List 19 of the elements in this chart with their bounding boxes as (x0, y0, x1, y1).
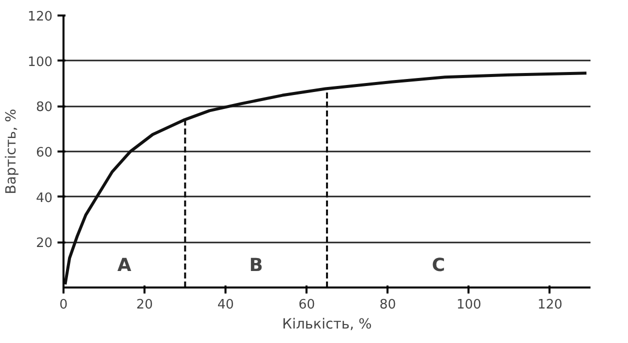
y-tick-label: 20 (36, 236, 53, 252)
x-tick-label: 100 (456, 298, 482, 312)
x-tick-label: 0 (59, 298, 68, 312)
x-tick-label: 20 (136, 298, 153, 312)
y-tick-label: 40 (36, 190, 53, 206)
annotation: A (117, 255, 132, 276)
y-tick-label: 120 (28, 10, 53, 24)
x-tick-label: 60 (298, 298, 316, 312)
x-tick-label: 120 (538, 298, 562, 312)
annotation: B (249, 255, 263, 276)
x-tick-label: 80 (380, 298, 396, 312)
x-tick-label: 40 (217, 298, 234, 312)
annotation: C (432, 255, 446, 276)
y-tick-label: 60 (36, 146, 53, 160)
line-series (64, 72, 588, 286)
y-axis-title: Вартість, % (4, 108, 20, 194)
x-axis-title: Кількість, % (282, 316, 372, 332)
y-tick-label: 80 (36, 100, 53, 116)
y-tick-label: 100 (28, 54, 53, 70)
